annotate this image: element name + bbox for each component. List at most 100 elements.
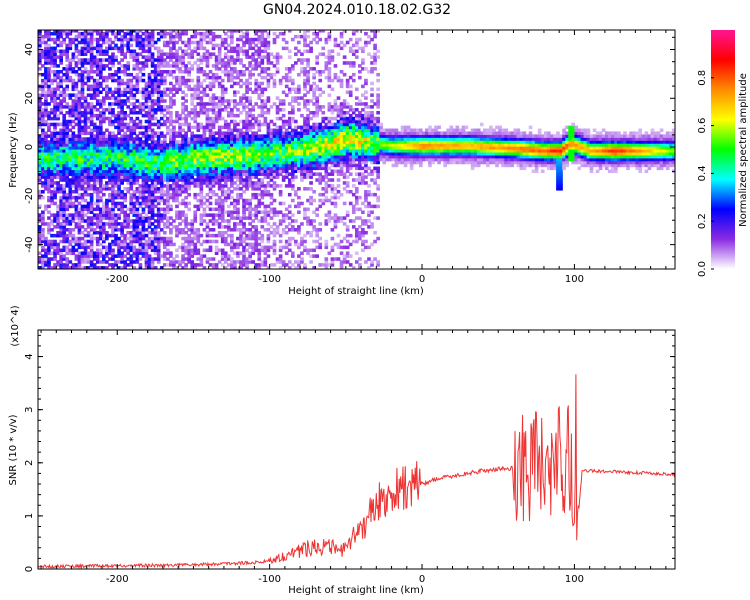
spectrogram-cell [53, 213, 57, 217]
spectrogram-cell [132, 192, 137, 197]
spectrogram-cell [251, 260, 255, 264]
spectrogram-cell [217, 55, 222, 59]
spectrogram-cell [193, 169, 198, 174]
spectrogram-cell [89, 46, 94, 51]
spectrogram-cell [175, 175, 179, 179]
spectrogram-cell [129, 81, 134, 86]
spectrogram-cell [132, 67, 137, 71]
spectrogram-cell [217, 75, 222, 80]
spectrogram-cell [132, 236, 137, 241]
spectrogram-cell [272, 72, 277, 77]
spectrogram-cell [211, 257, 216, 261]
spectrogram-cell [98, 228, 103, 232]
spectrogram-cell [239, 192, 243, 197]
spectrogram-cell [123, 149, 127, 153]
spectrogram-cell [92, 61, 97, 65]
spectrogram-cell [126, 189, 131, 194]
spectrogram-cell [92, 189, 97, 194]
spectrogram-cell [242, 207, 246, 212]
spectrogram-cell [211, 99, 216, 103]
spectrogram-cell [47, 225, 51, 229]
spectrogram-cell [89, 67, 94, 71]
spectrogram-cell [144, 160, 149, 165]
spectrogram-cell [83, 143, 88, 147]
spectrogram-cell [74, 189, 79, 194]
spectrogram-cell [86, 160, 91, 165]
spectrogram-cell [220, 157, 225, 162]
spectrogram-cell [175, 154, 179, 159]
spectrogram-cell [108, 169, 112, 174]
spectrogram-cell [181, 31, 185, 36]
spectrogram-cell [80, 149, 85, 153]
spectrogram-cell [86, 84, 91, 89]
spectrogram-cell [102, 210, 106, 214]
spectrogram-cell [71, 216, 76, 220]
spectrogram-cell [144, 154, 149, 159]
spectrogram-cell [199, 108, 204, 112]
spectrogram-cell [266, 184, 271, 188]
spectrogram-cell [263, 37, 268, 42]
spectrogram-cell [114, 119, 118, 124]
spectrogram-cell [65, 251, 70, 255]
spectrogram-cell [211, 96, 216, 100]
spectrogram-cell [287, 260, 292, 264]
spectrogram-cell [92, 222, 97, 226]
spectrogram-cell [297, 49, 301, 54]
spectrogram-cell [303, 37, 307, 42]
spectrogram-cell [178, 134, 182, 138]
spectrogram-cell [193, 149, 198, 153]
spectrogram-cell [272, 128, 277, 133]
spectrogram-cell [281, 166, 286, 171]
spectrogram-cell [226, 192, 231, 197]
spectrogram-cell [80, 113, 85, 118]
spectrogram-cell [56, 157, 60, 162]
spectrogram-cell [211, 108, 216, 112]
spectrogram-cell [83, 52, 88, 56]
spectrogram-cell [159, 228, 164, 232]
spectrogram-cell [117, 128, 121, 133]
spectrogram-cell [62, 119, 67, 124]
spectrogram-cell [294, 119, 298, 124]
spectrogram-cell [162, 192, 167, 197]
spectrogram-cell [248, 43, 252, 48]
spectrogram-cell [226, 219, 231, 223]
spectrogram-cell [233, 99, 237, 103]
spectrogram-cell [181, 236, 185, 241]
spectrogram-cell [287, 69, 292, 74]
spectrogram-cell [141, 187, 146, 191]
spectrogram-cell [108, 192, 112, 197]
spectrogram-cell [211, 178, 216, 182]
spectrogram-cell [214, 96, 219, 100]
spectrogram-cell [226, 233, 231, 238]
spectrogram-cell [230, 113, 234, 118]
spectrogram-cell [211, 116, 216, 121]
spectrogram-cell [41, 172, 45, 176]
spectrogram-cell [196, 146, 201, 150]
spectrogram-cell [184, 154, 188, 159]
spectrogram-cell [59, 102, 63, 106]
spectrogram-cell [242, 163, 246, 168]
spectrogram-cell [147, 178, 152, 182]
spectrogram-cell [254, 230, 259, 235]
spectrogram-cell [117, 187, 121, 191]
spectrogram-cell [53, 69, 57, 74]
spectrogram-cell [290, 37, 295, 42]
spectrogram-cell [300, 61, 304, 65]
spectrogram-cell [230, 213, 234, 217]
spectrogram-cell [108, 157, 112, 162]
spectrogram-cell [153, 146, 158, 150]
spectrogram-cell [132, 228, 137, 232]
spectrogram-cell [123, 187, 127, 191]
spectrogram-cell [211, 163, 216, 168]
spectrogram-cell [297, 187, 301, 191]
spectrogram-cell [80, 40, 85, 45]
spectrogram-cell [114, 260, 118, 264]
spectrogram-cell [41, 52, 45, 56]
spectrogram-cell [269, 131, 274, 135]
spectrogram-cell [166, 125, 170, 130]
spectrogram-cell [65, 201, 70, 206]
spectrogram-cell [132, 248, 137, 253]
spectrogram-cell [89, 102, 94, 106]
spectrogram-cell [111, 172, 115, 176]
spectrogram-cell [120, 119, 124, 124]
